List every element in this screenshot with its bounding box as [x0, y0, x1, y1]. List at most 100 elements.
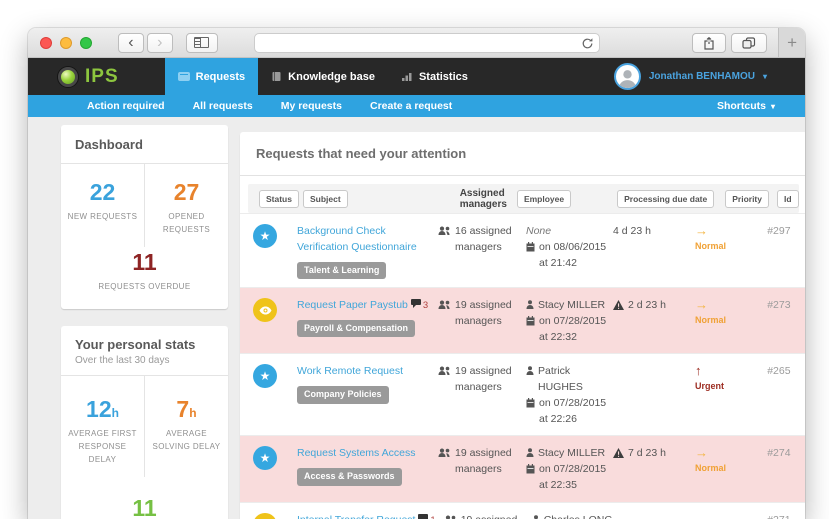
sidebar: Dashboard 22 NEW REQUESTS 27 OPENED REQU…: [61, 125, 228, 519]
managers-group-icon: [445, 515, 456, 519]
dashboard-title: Dashboard: [75, 137, 143, 152]
stat-new-requests: 22 NEW REQUESTS: [61, 164, 144, 247]
stat-first-response-delay: 12h AVERAGE FIRST RESPONSE DELAY: [61, 376, 144, 476]
priority-normal-arrow-icon: →: [695, 297, 708, 312]
browser-window: ‹ › + IPS Requests Knowledge base: [28, 28, 805, 519]
refresh-icon[interactable]: [581, 37, 594, 55]
stat-requests-overdue: 11 REQUESTS OVERDUE: [61, 247, 228, 310]
forward-button[interactable]: ›: [146, 32, 173, 53]
priority-cell: → Normal: [693, 298, 737, 328]
close-window-button[interactable]: [40, 36, 52, 49]
user-name: Jonathan BENHAMOU: [648, 71, 755, 82]
stat-label: AVERAGE FIRST RESPONSE DELAY: [68, 429, 137, 464]
stat-label: REQUESTS OVERDUE: [98, 281, 191, 291]
priority-cell: → Normal: [699, 513, 743, 519]
category-tag: Access & Passwords: [297, 468, 402, 486]
zoom-window-button[interactable]: [80, 36, 92, 49]
filter-id-button[interactable]: Id: [777, 189, 799, 208]
new-tab-button[interactable]: +: [778, 28, 805, 57]
managers-group-icon: [438, 226, 450, 235]
browser-titlebar: ‹ › +: [28, 28, 805, 58]
brand-logo[interactable]: IPS: [28, 58, 165, 95]
stat-value: 12: [86, 396, 112, 423]
table-row[interactable]: Request Paper Paystub 3 Payroll & Compen…: [240, 287, 805, 354]
priority-urgent-arrow-icon: ↑: [695, 363, 702, 379]
table-row[interactable]: ★ Background Check Verification Question…: [240, 213, 805, 287]
sidebar-toggle-button[interactable]: [185, 32, 219, 53]
table-row[interactable]: ★ Request Systems Access Access & Passwo…: [240, 435, 805, 502]
request-id: #297: [767, 225, 791, 237]
request-link[interactable]: Internal Transfer Request: [297, 514, 415, 519]
comment-count: 3: [422, 300, 429, 311]
tab-statistics-label: Statistics: [418, 70, 468, 83]
request-id: #273: [767, 299, 791, 311]
calendar-icon: [526, 315, 535, 326]
table-row[interactable]: ★ Work Remote Request Company Policies 1…: [240, 353, 805, 435]
filter-employee-button[interactable]: Employee: [516, 189, 572, 208]
request-link[interactable]: Request Systems Access: [297, 447, 416, 460]
calendar-icon: [526, 464, 535, 474]
due-time: 2 d 23 h: [628, 299, 666, 311]
filter-priority-button[interactable]: Priority: [725, 189, 769, 208]
tab-knowledge-base[interactable]: Knowledge base: [258, 58, 388, 95]
managers-count: 19 assigned managers: [455, 365, 512, 393]
filter-status-button[interactable]: Status: [259, 189, 299, 208]
minimize-window-button[interactable]: [60, 36, 72, 49]
show-tabs-button[interactable]: [730, 32, 768, 53]
person-icon: [533, 514, 538, 519]
shortcuts-label: Shortcuts: [716, 100, 766, 112]
ips-logo-icon: [58, 66, 78, 87]
shortcuts-menu[interactable]: Shortcuts ▾: [717, 100, 775, 112]
stat-label: OPENED REQUESTS: [162, 212, 211, 234]
comment-count: 1: [430, 515, 435, 519]
managers-count: 19 assigned managers: [455, 447, 512, 475]
status-opened-eye-icon: [253, 298, 277, 322]
filter-subject-button[interactable]: Subject: [302, 189, 348, 208]
tab-statistics[interactable]: Statistics: [388, 58, 481, 95]
address-bar[interactable]: [254, 32, 600, 55]
share-button[interactable]: [691, 32, 726, 53]
priority-label: Normal: [695, 463, 727, 474]
avatar: [613, 63, 641, 90]
table-row[interactable]: Internal Transfer Request 1 Mobility 19 …: [240, 501, 805, 519]
subnav-action-required[interactable]: Action required: [87, 100, 165, 112]
due-time: 7 d 23 h: [628, 447, 666, 460]
user-menu[interactable]: Jonathan BENHAMOU ▾: [613, 58, 805, 95]
request-link[interactable]: Work Remote Request: [297, 365, 404, 378]
chevron-down-icon: ▾: [762, 72, 767, 81]
employee-name: Charles LONG: [544, 513, 613, 519]
filter-due-date-button[interactable]: Processing due date: [617, 189, 715, 208]
stat-solving-delay: 7h AVERAGE SOLVING DELAY: [144, 376, 228, 477]
star-glyph: ★: [259, 451, 271, 466]
tab-requests[interactable]: Requests: [164, 58, 259, 95]
subnav-create-request[interactable]: Create a request: [369, 100, 453, 112]
share-icon: [704, 36, 714, 50]
status-opened-eye-icon: [253, 512, 277, 519]
personal-stats-title: Your personal stats: [75, 337, 196, 353]
priority-cell: ↑ Urgent: [693, 364, 737, 394]
employee-name: None: [526, 225, 552, 237]
sidebar-icon: [194, 37, 210, 48]
subnav-all-requests[interactable]: All requests: [192, 100, 253, 112]
managers-group-icon: [438, 448, 450, 458]
calendar-icon: [526, 241, 535, 252]
priority-label: Urgent: [695, 381, 724, 392]
page-content: Dashboard 22 NEW REQUESTS 27 OPENED REQU…: [28, 117, 805, 519]
priority-cell: → Normal: [693, 446, 737, 476]
column-header-assigned-managers: Assigned managers: [459, 187, 507, 210]
request-link[interactable]: Background Check Verification Questionna…: [297, 225, 417, 253]
subnav-my-requests[interactable]: My requests: [280, 100, 342, 112]
personal-stats-subtitle: Over the last 30 days: [75, 355, 170, 367]
book-icon: [272, 72, 281, 81]
back-button[interactable]: ‹: [118, 32, 144, 53]
request-link[interactable]: Request Paper Paystub: [297, 299, 408, 311]
stat-unit: h: [189, 406, 197, 421]
request-date: on 07/28/2015 at 22:35: [539, 463, 607, 491]
managers-count: 16 assigned managers: [455, 225, 512, 253]
request-id: #265: [767, 365, 791, 378]
tab-knowledge-base-label: Knowledge base: [288, 70, 375, 83]
stat-value: 11: [132, 494, 157, 519]
person-icon: [526, 366, 534, 376]
managers-group-icon: [438, 300, 450, 309]
request-date: on 07/28/2015 at 22:32: [539, 314, 607, 343]
